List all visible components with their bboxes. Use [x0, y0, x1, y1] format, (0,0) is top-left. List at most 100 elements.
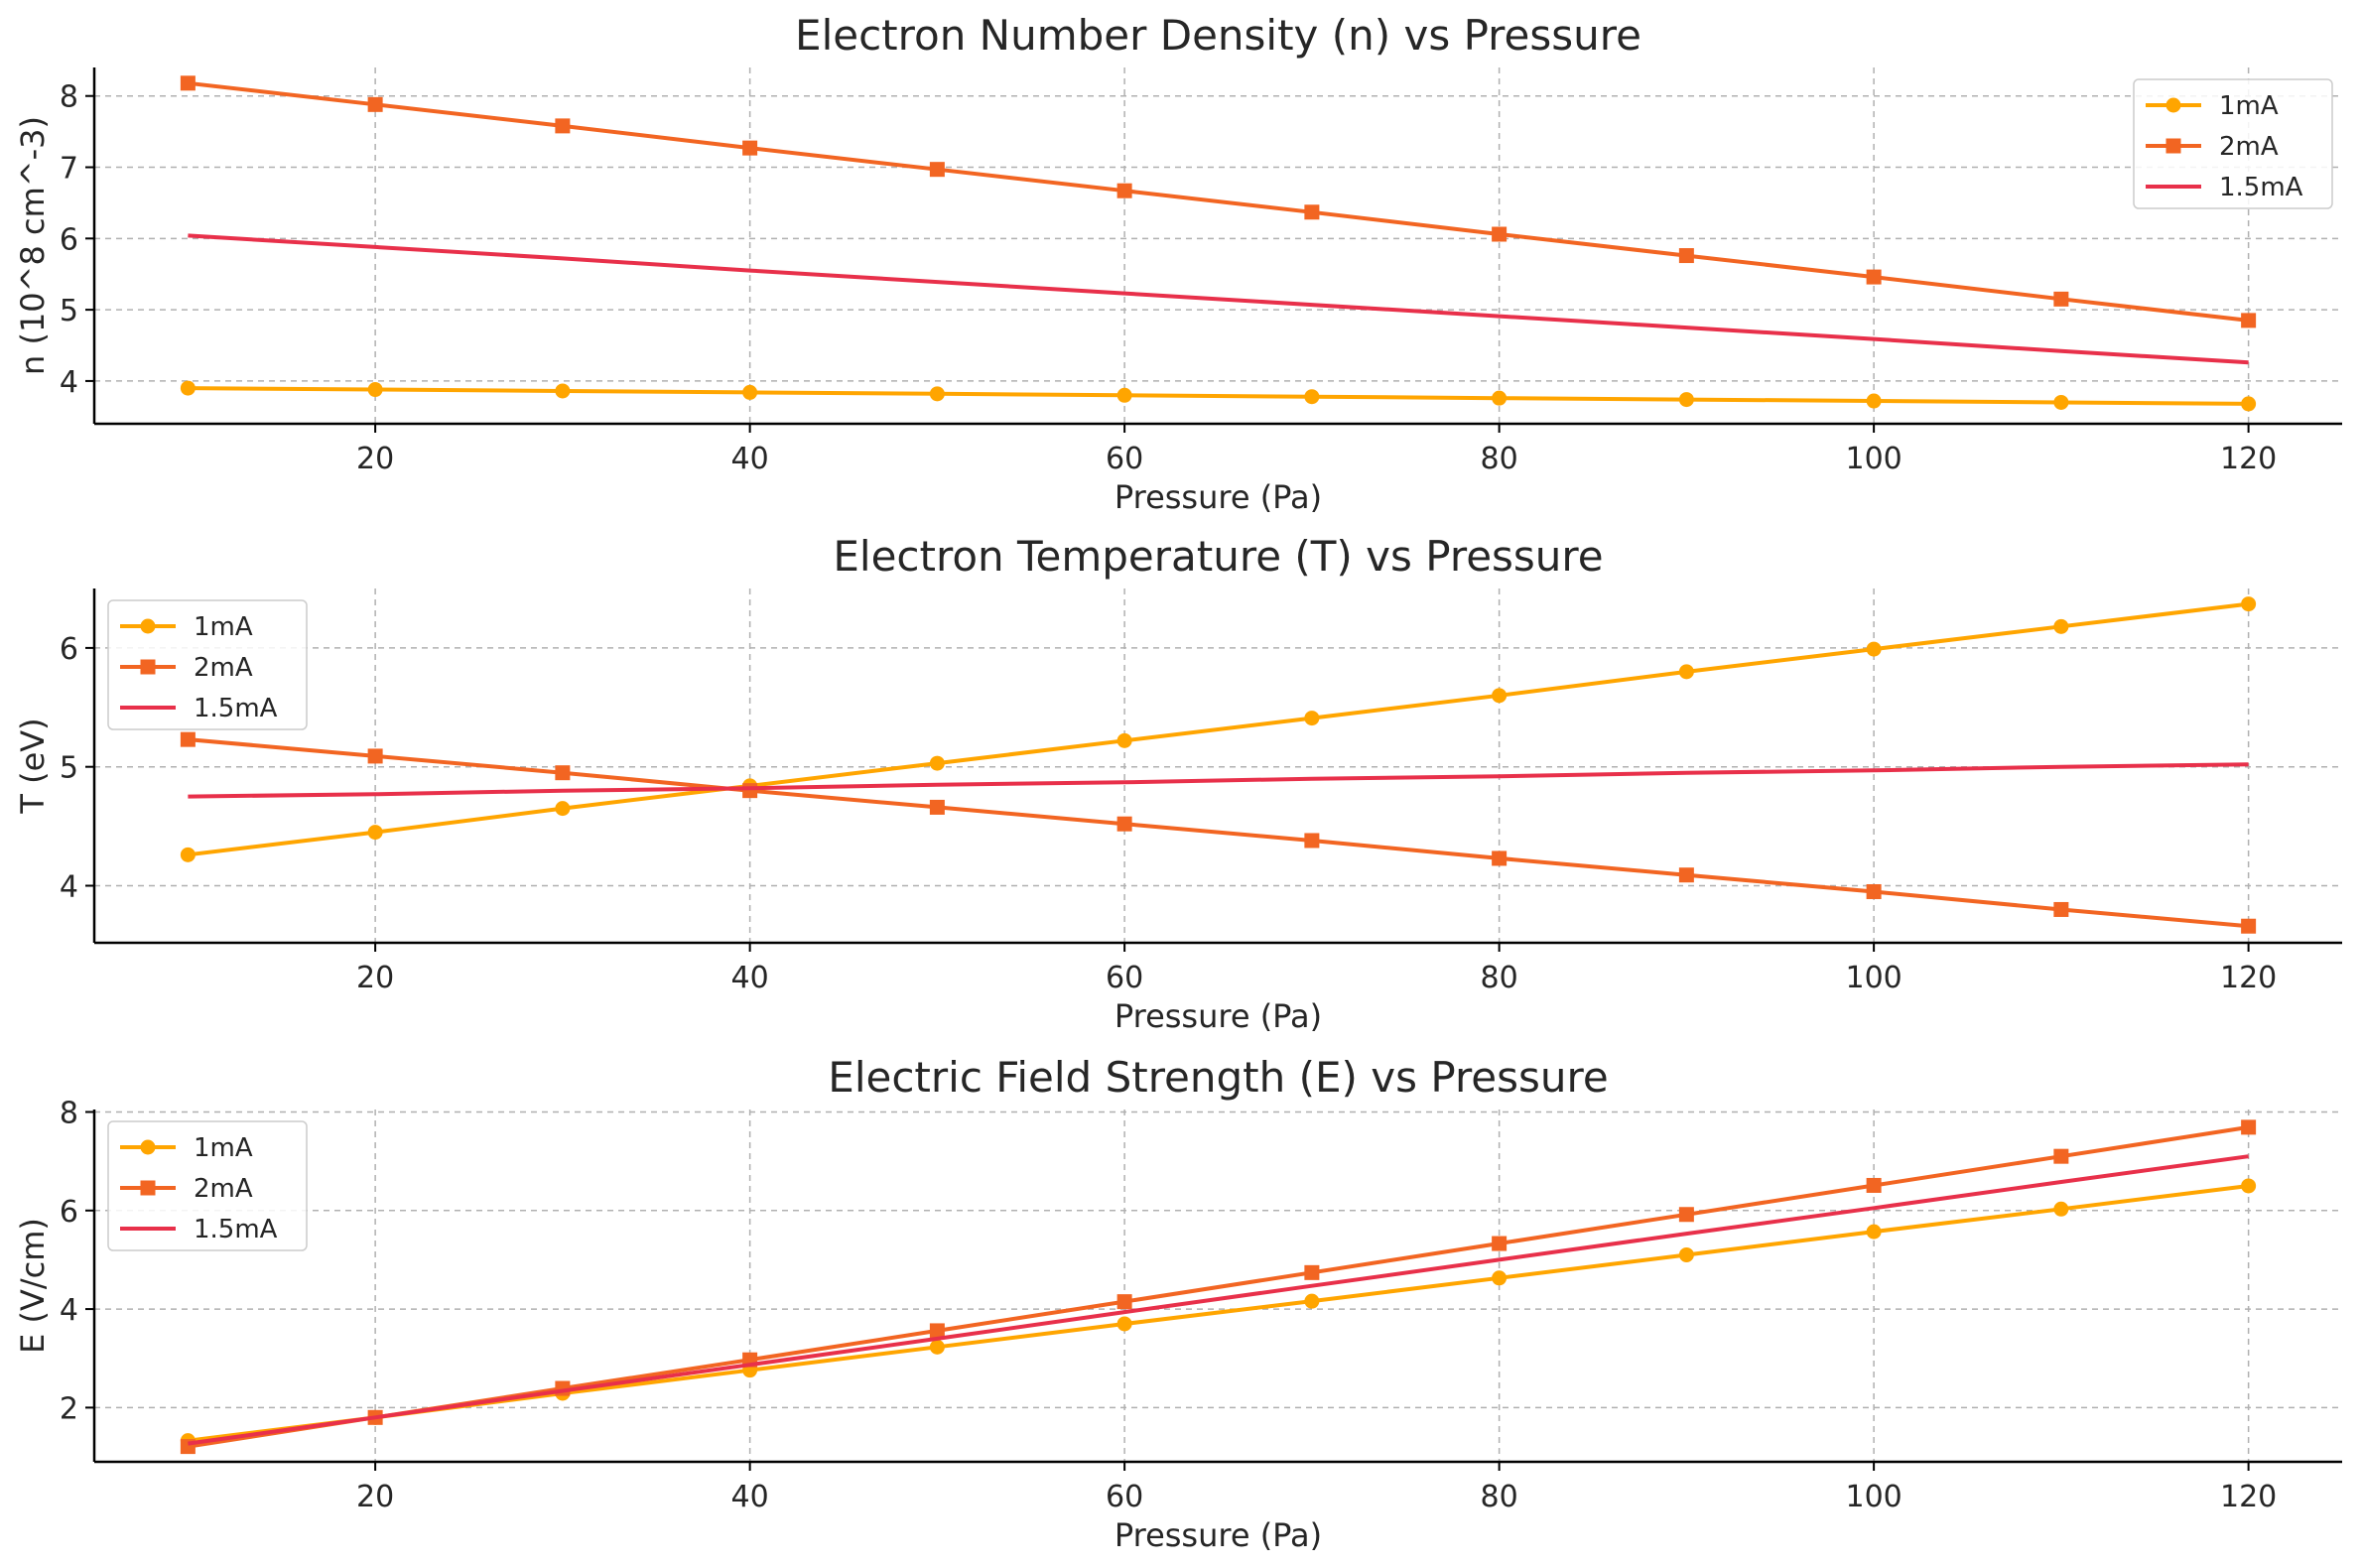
data-point: [2053, 394, 2069, 410]
x-tick-label: 40: [731, 1480, 769, 1514]
series-1.5mA: [188, 1154, 2249, 1446]
data-point: [1492, 390, 1508, 406]
data-point: [180, 380, 196, 396]
x-tick-label: 120: [2220, 961, 2277, 995]
series-line: [188, 737, 2249, 929]
x-tick-label: 120: [2220, 1480, 2277, 1514]
data-point: [1678, 1246, 1694, 1262]
data-point: [1116, 387, 1132, 403]
legend-box: [107, 1120, 308, 1251]
x-axis-label: Pressure (Pa): [1115, 997, 1322, 1035]
data-point: [1304, 1293, 1320, 1309]
data-point: [1866, 269, 1882, 285]
legend: 1mA 2mA 1.5mA: [107, 1120, 308, 1251]
legend-marker: [2165, 97, 2181, 113]
data-point: [1678, 248, 1694, 264]
y-axis-label: n (10^8 cm^-3): [14, 116, 52, 375]
x-tick-label: 60: [1106, 1480, 1143, 1514]
series-line: [188, 1124, 2249, 1449]
legend-label: 1.5mA: [194, 1215, 278, 1244]
data-point: [555, 118, 571, 134]
legend-item: 1.5mA: [120, 694, 278, 723]
data-point: [1866, 1224, 1882, 1240]
legend-item: 1mA: [120, 612, 253, 642]
x-tick-label: 100: [1845, 961, 1902, 995]
x-tick-label: 60: [1106, 961, 1143, 995]
data-point: [1678, 867, 1694, 883]
data-point: [929, 1339, 945, 1355]
legend-marker: [2165, 138, 2181, 154]
series-1.5mA: [188, 233, 2249, 365]
y-axis-label: T (eV): [14, 718, 52, 814]
chart-panel-1: 20 40 60 80 100 120 4 5 6 7 8 Electron Number Densi…: [14, 11, 2342, 516]
legend-label: 2mA: [2219, 132, 2279, 162]
legend-item: 1.5mA: [2146, 173, 2303, 202]
y-tick-label: 6: [60, 1195, 78, 1230]
data-point: [1116, 732, 1132, 748]
legend-box: [2133, 78, 2333, 209]
y-tick-label: 8: [60, 1096, 78, 1130]
x-tick-label: 120: [2220, 442, 2277, 476]
y-tick-label: 2: [60, 1391, 78, 1426]
legend-marker: [140, 1180, 156, 1196]
data-point: [2241, 596, 2257, 612]
data-point: [929, 386, 945, 402]
data-point: [929, 755, 945, 771]
legend-label: 1.5mA: [194, 694, 278, 723]
data-point: [2241, 1119, 2257, 1135]
data-point: [1304, 833, 1320, 849]
series-line: [188, 601, 2249, 857]
legend-marker: [140, 618, 156, 634]
data-point: [1304, 389, 1320, 405]
y-tick-label: 6: [60, 632, 78, 667]
data-point: [180, 731, 196, 747]
legend-box: [107, 599, 308, 730]
legend-label: 1mA: [2219, 91, 2279, 121]
data-point: [742, 140, 758, 156]
data-point: [367, 96, 383, 112]
legend: 1mA 2mA 1.5mA: [107, 599, 308, 730]
data-point: [1866, 641, 1882, 657]
data-point: [367, 825, 383, 841]
data-point: [1116, 816, 1132, 832]
y-tick-label: 7: [60, 152, 78, 187]
data-point: [1492, 1236, 1508, 1251]
y-tick-label: 8: [60, 80, 78, 115]
legend-marker: [140, 1139, 156, 1155]
data-point: [2053, 1201, 2069, 1217]
x-tick-label: 80: [1481, 1480, 1518, 1514]
x-tick-label: 40: [731, 442, 769, 476]
series-2mA: [180, 75, 2257, 328]
data-point: [1304, 1264, 1320, 1280]
series-1mA: [180, 380, 2257, 412]
chart-title: Electron Number Density (n) vs Pressure: [795, 11, 1641, 60]
data-point: [742, 384, 758, 400]
legend-label: 1mA: [194, 612, 253, 642]
data-point: [1304, 711, 1320, 726]
data-point: [2053, 291, 2069, 307]
y-tick-label: 4: [60, 365, 78, 400]
legend-item: 2mA: [120, 653, 253, 683]
data-point: [2241, 313, 2257, 328]
legend-label: 2mA: [194, 1174, 253, 1204]
data-point: [1116, 1294, 1132, 1310]
chart-title: Electric Field Strength (E) vs Pressure: [828, 1053, 1608, 1102]
legend-marker: [140, 659, 156, 675]
y-tick-label: 5: [60, 751, 78, 786]
legend-label: 1mA: [194, 1133, 253, 1163]
chart-panel-3: 20 40 60 80 100 120 2 4 6 8 Electric Field Strengt…: [14, 1053, 2342, 1554]
data-point: [929, 1323, 945, 1339]
data-point: [1492, 1270, 1508, 1286]
data-point: [1116, 1316, 1132, 1332]
x-axis-label: Pressure (Pa): [1115, 478, 1322, 516]
data-point: [367, 748, 383, 764]
data-point: [1678, 1207, 1694, 1223]
data-point: [1116, 183, 1132, 198]
data-point: [1304, 204, 1320, 220]
x-tick-label: 80: [1481, 442, 1518, 476]
data-point: [2241, 1178, 2257, 1194]
legend-item: 1mA: [120, 1133, 253, 1163]
legend-item: 1.5mA: [120, 1215, 278, 1244]
x-tick-label: 80: [1481, 961, 1518, 995]
